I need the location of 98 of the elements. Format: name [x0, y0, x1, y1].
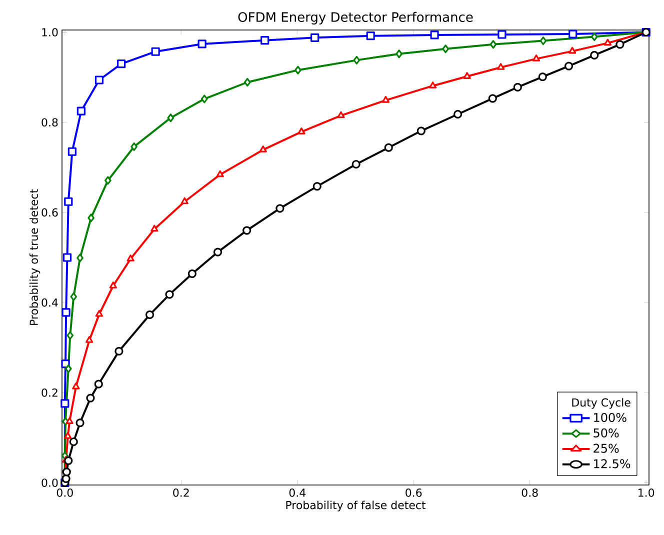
point	[310, 33, 320, 42]
point	[165, 290, 174, 299]
point	[453, 110, 462, 119]
legend-label: 25%	[594, 444, 619, 453]
point	[85, 336, 94, 343]
point	[294, 66, 302, 74]
point	[62, 308, 70, 317]
point	[532, 54, 540, 62]
point	[498, 30, 506, 39]
point	[86, 394, 95, 402]
legend-label: 100%	[594, 412, 626, 422]
point	[126, 254, 134, 262]
point	[312, 182, 322, 191]
x-tick-label: 0.4	[289, 488, 306, 497]
point	[68, 147, 76, 156]
point	[442, 44, 450, 54]
x-tick-label: 1.0	[638, 488, 654, 497]
point	[145, 310, 154, 320]
point	[151, 47, 160, 56]
point	[590, 32, 598, 42]
point	[60, 399, 70, 408]
point	[66, 417, 74, 424]
point	[298, 128, 306, 134]
point	[513, 82, 522, 92]
point	[496, 63, 505, 70]
point	[590, 50, 599, 60]
point	[94, 380, 103, 388]
point	[463, 72, 471, 79]
point	[72, 382, 80, 390]
y-tick-label: 0.0	[42, 478, 58, 487]
point	[70, 292, 78, 301]
point	[216, 170, 224, 178]
point	[130, 142, 138, 151]
point	[352, 160, 360, 169]
point	[76, 106, 86, 116]
point	[540, 36, 547, 46]
point	[64, 364, 72, 374]
point	[114, 346, 124, 356]
legend-title: Duty Cycle	[572, 398, 630, 409]
x-tick-label: 0.6	[406, 488, 422, 497]
point	[213, 248, 222, 256]
point	[62, 253, 72, 262]
point	[428, 82, 437, 88]
y-tick-label: 1.0	[42, 28, 58, 36]
point	[180, 197, 188, 204]
point	[244, 78, 251, 87]
point	[276, 204, 284, 213]
point	[200, 94, 208, 104]
point	[167, 114, 174, 122]
point	[416, 126, 426, 136]
point	[76, 418, 84, 428]
point	[188, 269, 196, 278]
y-tick-label: 0.8	[42, 118, 58, 127]
point	[384, 143, 393, 152]
point	[198, 40, 206, 48]
legend-label: 12.5%	[594, 459, 630, 468]
point	[490, 40, 497, 49]
point	[604, 38, 612, 46]
point	[94, 76, 104, 84]
point	[64, 456, 73, 465]
point	[337, 111, 345, 118]
point	[430, 30, 439, 40]
point	[568, 30, 578, 38]
y-axis-title: Probability of true detect	[29, 189, 40, 325]
point	[382, 96, 390, 103]
point	[64, 197, 73, 206]
point	[568, 46, 576, 54]
point	[69, 437, 78, 446]
point	[76, 254, 84, 262]
chart-title: OFDM Energy Detector Performance	[238, 12, 473, 24]
point	[242, 226, 252, 235]
point	[260, 36, 270, 45]
point	[88, 214, 94, 222]
point	[62, 474, 70, 483]
point	[62, 468, 71, 476]
point	[66, 331, 74, 340]
point	[95, 310, 104, 317]
point	[396, 50, 403, 58]
point	[109, 282, 117, 288]
y-tick-label: 0.2	[42, 388, 58, 397]
point	[538, 72, 547, 82]
point	[116, 59, 126, 68]
point	[259, 146, 267, 152]
point	[366, 32, 375, 40]
point	[64, 432, 72, 439]
y-tick-label: 0.4	[42, 298, 58, 307]
point	[616, 40, 624, 49]
y-tick-label: 0.6	[42, 208, 58, 217]
point	[488, 94, 497, 103]
point	[104, 176, 112, 185]
point	[150, 224, 158, 232]
x-tick-label: 0.0	[56, 488, 73, 497]
x-tick-label: 0.2	[173, 488, 189, 497]
legend-label: 50%	[594, 428, 619, 438]
x-tick-label: 0.8	[522, 488, 538, 497]
point	[564, 62, 574, 70]
x-axis-title: Probability of false detect	[286, 500, 426, 512]
point	[353, 56, 360, 64]
